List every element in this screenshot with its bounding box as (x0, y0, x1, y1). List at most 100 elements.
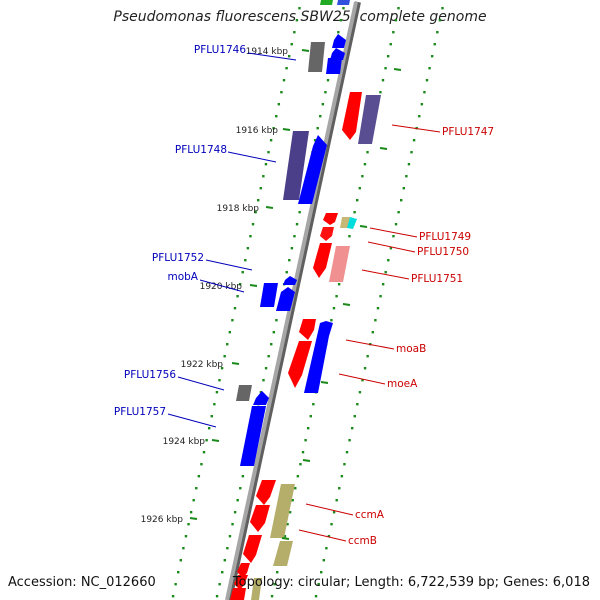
feature-label-PFLU1750[interactable]: PFLU1750 (417, 246, 469, 258)
track-dot (197, 475, 201, 478)
track-dot (317, 583, 320, 586)
track-dot (239, 487, 242, 490)
track-dot (244, 259, 247, 262)
feature-PFLU1751[interactable] (329, 246, 350, 282)
feature-mobA-arrow[interactable] (276, 287, 295, 311)
track-dot (241, 271, 244, 274)
tick-mark (211, 439, 220, 442)
track-dot (264, 163, 268, 166)
track-dot (353, 211, 356, 214)
feature-PFLU1748[interactable] (283, 131, 309, 200)
track-dot (358, 187, 361, 190)
track-dot (210, 415, 213, 418)
feature-PFLU1751-red[interactable] (313, 243, 332, 278)
track-dot (238, 283, 242, 286)
track-guide-dots (171, 7, 444, 598)
feature-moeA[interactable] (304, 321, 333, 393)
track-dot (384, 67, 387, 70)
track-dot (251, 223, 255, 226)
feature-PFLU1747-red[interactable] (342, 92, 362, 140)
feature-mobA[interactable] (260, 283, 278, 307)
feature-PFLU1750[interactable] (320, 227, 334, 241)
track-dot (213, 403, 216, 406)
track-dot (298, 211, 301, 214)
track-dot (330, 523, 333, 526)
track-dot (246, 247, 250, 250)
feature-moaB[interactable] (288, 341, 312, 388)
feature-PFLU1757[interactable] (240, 406, 266, 466)
track-dot (179, 559, 182, 562)
feature-PFLU1749-tan[interactable] (340, 217, 350, 228)
track-dot (312, 403, 315, 406)
track-dot (218, 379, 221, 382)
feature-label-PFLU1752[interactable]: PFLU1752 (152, 252, 204, 264)
track-dot (231, 319, 234, 322)
feature-label-ccmB[interactable]: ccmB (348, 535, 377, 547)
track-dot (259, 187, 262, 190)
feature-ccm-red-4[interactable] (237, 563, 250, 578)
track-dot (363, 163, 367, 166)
feature-PFLU1756-arrow[interactable] (253, 391, 269, 405)
tick-mark-right (342, 303, 351, 306)
track-dot (392, 31, 395, 34)
track-dot (304, 439, 307, 442)
track-dot (293, 31, 296, 34)
feature-PFLU1756[interactable] (236, 385, 252, 401)
feature-ccmA-2[interactable] (250, 505, 270, 532)
feature-label-PFLU1757[interactable]: PFLU1757 (114, 406, 166, 418)
feature-ccmB[interactable] (270, 484, 295, 538)
track-dot (298, 7, 301, 10)
feature-label-PFLU1749[interactable]: PFLU1749 (419, 231, 471, 243)
track-dot (353, 415, 356, 418)
feature-PFLU1749[interactable] (323, 213, 338, 225)
feature-moaB-top[interactable] (299, 319, 316, 340)
track-dot (275, 319, 278, 322)
track-dot (418, 115, 421, 118)
track-dot (400, 199, 403, 202)
track-dot (407, 163, 411, 166)
feature-label-PFLU1746[interactable]: PFLU1746 (194, 44, 246, 56)
track-dot (301, 451, 305, 454)
track-dot (356, 199, 359, 202)
feature-ccm-tan-bottom[interactable] (251, 578, 262, 600)
feature-ccm-red-3[interactable] (243, 535, 262, 563)
label-leader-line (369, 227, 418, 238)
track-dot (320, 571, 323, 574)
feature-label-PFLU1747[interactable]: PFLU1747 (442, 126, 494, 138)
track-dot (288, 511, 292, 514)
track-dot (343, 463, 346, 466)
track-dot (205, 439, 208, 442)
feature-blue-arrow-2[interactable] (330, 48, 345, 60)
track-dot (332, 307, 336, 310)
feature-label-PFLU1748[interactable]: PFLU1748 (175, 144, 227, 156)
feature-PFLU1749-cyan[interactable] (347, 217, 357, 229)
feature-label-ccmA[interactable]: ccmA (355, 509, 385, 521)
track-dot (215, 595, 219, 598)
feature-PFLU1748-blue[interactable] (298, 135, 327, 204)
feature-ccm-red-6[interactable] (230, 588, 246, 600)
feature-track (230, 0, 381, 600)
feature-PFLU1747[interactable] (358, 95, 381, 144)
map-title: Pseudomonas fluorescens SBW25, complete … (113, 9, 487, 25)
feature-PFLU1752[interactable] (283, 276, 297, 285)
track-dot (257, 199, 260, 202)
track-dot (267, 355, 270, 358)
track-dot (226, 547, 229, 550)
track-dot (270, 595, 274, 598)
tick-mark-right (393, 68, 402, 71)
feature-label-PFLU1751[interactable]: PFLU1751 (411, 273, 463, 285)
feature-ccmB-2[interactable] (273, 541, 293, 566)
feature-PFLU1746[interactable] (308, 42, 325, 72)
feature-label-moaB[interactable]: moaB (396, 343, 426, 355)
feature-label-moeA[interactable]: moeA (387, 378, 418, 390)
feature-PFLU1746-adjacent[interactable] (326, 58, 342, 74)
label-leader-line (367, 241, 416, 253)
feature-blue-arrow-1[interactable] (332, 34, 346, 48)
track-dot (267, 151, 270, 154)
track-dot (309, 415, 312, 418)
track-dot (339, 19, 343, 22)
feature-ccm-red-5[interactable] (234, 575, 248, 590)
feature-label-PFLU1756[interactable]: PFLU1756 (124, 369, 176, 381)
feature-ccmA[interactable] (256, 480, 276, 505)
feature-label-mobA[interactable]: mobA (167, 271, 198, 283)
